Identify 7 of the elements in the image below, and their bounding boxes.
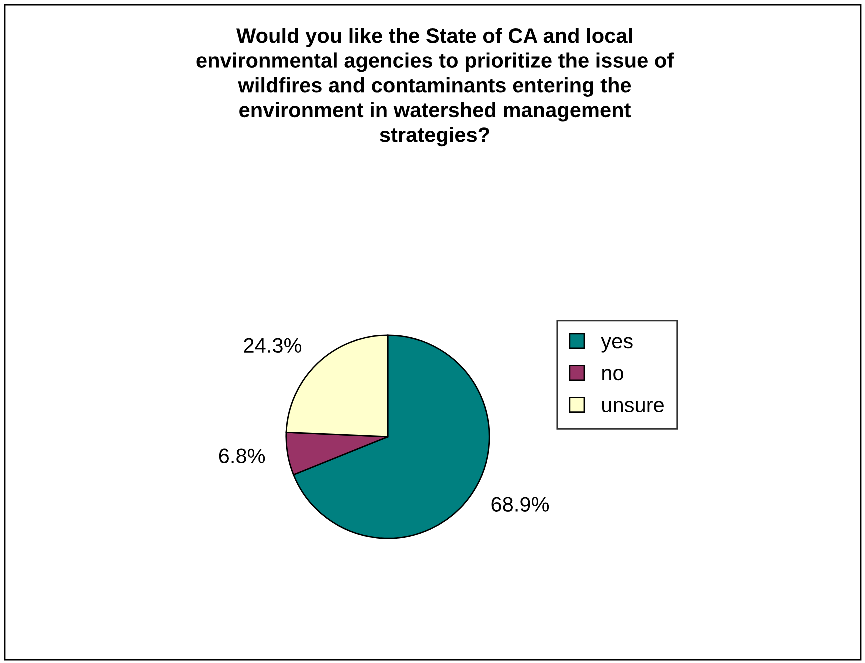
data-label: 24.3% (244, 338, 302, 354)
data-label: 68.9% (492, 497, 550, 512)
chart-title: Would you like the State of CA and local environmental agencies to prioritize the issue of wildfires and contaminants entering the environment in watershed management strategies? (196, 28, 674, 147)
legend-label: unsure (602, 401, 664, 413)
legend-label: no (602, 369, 624, 381)
legend-label: yes (601, 337, 633, 353)
data-label: 6.8% (219, 448, 266, 464)
